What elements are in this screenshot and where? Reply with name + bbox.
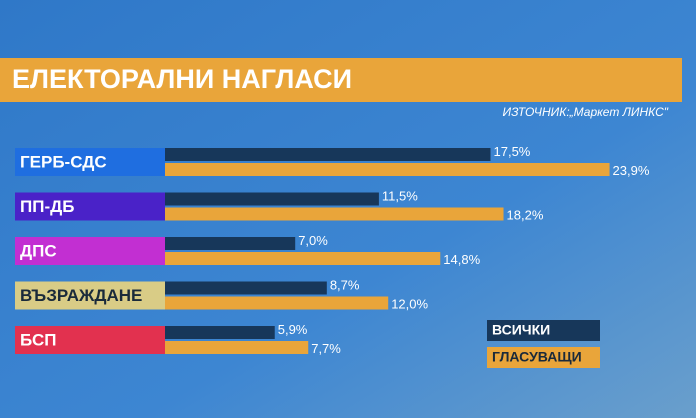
value-label: 5,9% bbox=[278, 322, 308, 337]
value-label: 14,8% bbox=[443, 252, 480, 267]
bar bbox=[165, 281, 327, 295]
value-label: 11,5% bbox=[382, 188, 418, 203]
bar bbox=[165, 192, 379, 206]
bar bbox=[165, 237, 296, 250]
bar bbox=[165, 207, 504, 221]
chart-title: ЕЛЕКТОРАЛНИ НАГЛАСИ bbox=[12, 64, 352, 94]
category-label: ПП-ДБ bbox=[20, 197, 74, 216]
legend-label: ВСИЧКИ bbox=[492, 322, 550, 338]
category-box bbox=[15, 192, 165, 221]
value-label: 7,0% bbox=[298, 233, 328, 248]
category-label: ДПС bbox=[20, 241, 57, 260]
value-label: 23,9% bbox=[613, 163, 650, 178]
value-label: 7,7% bbox=[311, 341, 341, 356]
source: ИЗТОЧНИК:„Маркет ЛИНКС" bbox=[503, 105, 669, 119]
legend-swatch bbox=[487, 320, 600, 341]
value-label: 17,5% bbox=[494, 144, 531, 159]
category-box bbox=[15, 148, 165, 176]
category-box bbox=[15, 281, 165, 310]
category-label: БСП bbox=[20, 330, 57, 349]
value-label: 8,7% bbox=[330, 277, 360, 292]
legend-swatch bbox=[487, 347, 600, 368]
category-box bbox=[15, 326, 165, 354]
category-label: ВЪЗРАЖДАНЕ bbox=[20, 286, 142, 305]
category-label: ГЕРБ-СДС bbox=[20, 152, 107, 171]
bar bbox=[165, 163, 610, 176]
bar bbox=[165, 341, 309, 354]
value-label: 18,2% bbox=[507, 207, 544, 222]
title-bar bbox=[0, 58, 682, 102]
category-box bbox=[15, 237, 165, 265]
bar bbox=[165, 252, 441, 265]
bar bbox=[165, 326, 275, 339]
bar bbox=[165, 148, 491, 161]
value-label: 12,0% bbox=[391, 296, 428, 311]
bar bbox=[165, 296, 389, 310]
legend-label: ГЛАСУВАЩИ bbox=[492, 349, 582, 365]
